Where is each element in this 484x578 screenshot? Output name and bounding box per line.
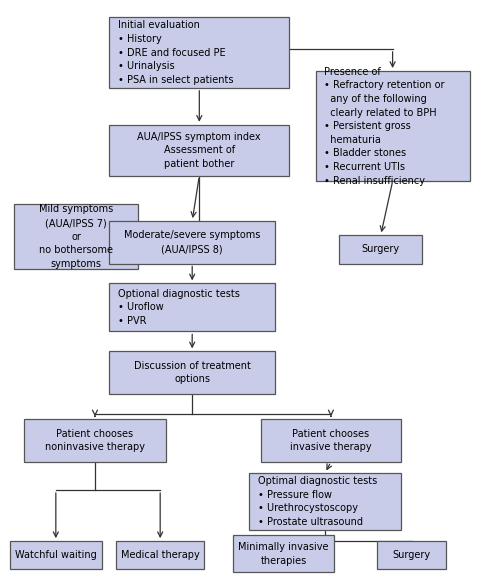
- FancyBboxPatch shape: [15, 204, 137, 269]
- Text: Moderate/severe symptoms
(AUA/IPSS 8): Moderate/severe symptoms (AUA/IPSS 8): [124, 231, 260, 254]
- FancyBboxPatch shape: [249, 473, 401, 529]
- FancyBboxPatch shape: [232, 535, 334, 572]
- FancyBboxPatch shape: [116, 541, 204, 569]
- Text: Mild symptoms
(AUA/IPSS 7)
or
no bothersome
symptoms: Mild symptoms (AUA/IPSS 7) or no bothers…: [39, 205, 113, 269]
- Text: Surgery: Surgery: [393, 550, 431, 560]
- Text: Surgery: Surgery: [362, 244, 400, 254]
- FancyBboxPatch shape: [339, 235, 422, 264]
- FancyBboxPatch shape: [10, 541, 102, 569]
- Text: Initial evaluation
• History
• DRE and focused PE
• Urinalysis
• PSA in select p: Initial evaluation • History • DRE and f…: [118, 20, 233, 85]
- FancyBboxPatch shape: [109, 125, 289, 176]
- Text: Medical therapy: Medical therapy: [121, 550, 199, 560]
- FancyBboxPatch shape: [261, 419, 401, 462]
- Text: Patient chooses
noninvasive therapy: Patient chooses noninvasive therapy: [45, 429, 145, 453]
- Text: Patient chooses
invasive therapy: Patient chooses invasive therapy: [290, 429, 372, 453]
- Text: Optional diagnostic tests
• Uroflow
• PVR: Optional diagnostic tests • Uroflow • PV…: [118, 289, 240, 326]
- Text: Optimal diagnostic tests
• Pressure flow
• Urethrocystoscopy
• Prostate ultrasou: Optimal diagnostic tests • Pressure flow…: [257, 476, 377, 527]
- Text: Presence of
• Refractory retention or
  any of the following
  clearly related t: Presence of • Refractory retention or an…: [324, 66, 445, 186]
- FancyBboxPatch shape: [24, 419, 166, 462]
- Text: Minimally invasive
therapies: Minimally invasive therapies: [238, 542, 329, 566]
- Text: Watchful waiting: Watchful waiting: [15, 550, 97, 560]
- Text: AUA/IPSS symptom index
Assessment of
patient bother: AUA/IPSS symptom index Assessment of pat…: [137, 132, 261, 169]
- FancyBboxPatch shape: [109, 221, 275, 264]
- FancyBboxPatch shape: [109, 17, 289, 88]
- FancyBboxPatch shape: [316, 71, 469, 181]
- Text: Discussion of treatment
options: Discussion of treatment options: [134, 361, 251, 384]
- FancyBboxPatch shape: [109, 351, 275, 394]
- FancyBboxPatch shape: [377, 541, 446, 569]
- FancyBboxPatch shape: [109, 283, 275, 331]
